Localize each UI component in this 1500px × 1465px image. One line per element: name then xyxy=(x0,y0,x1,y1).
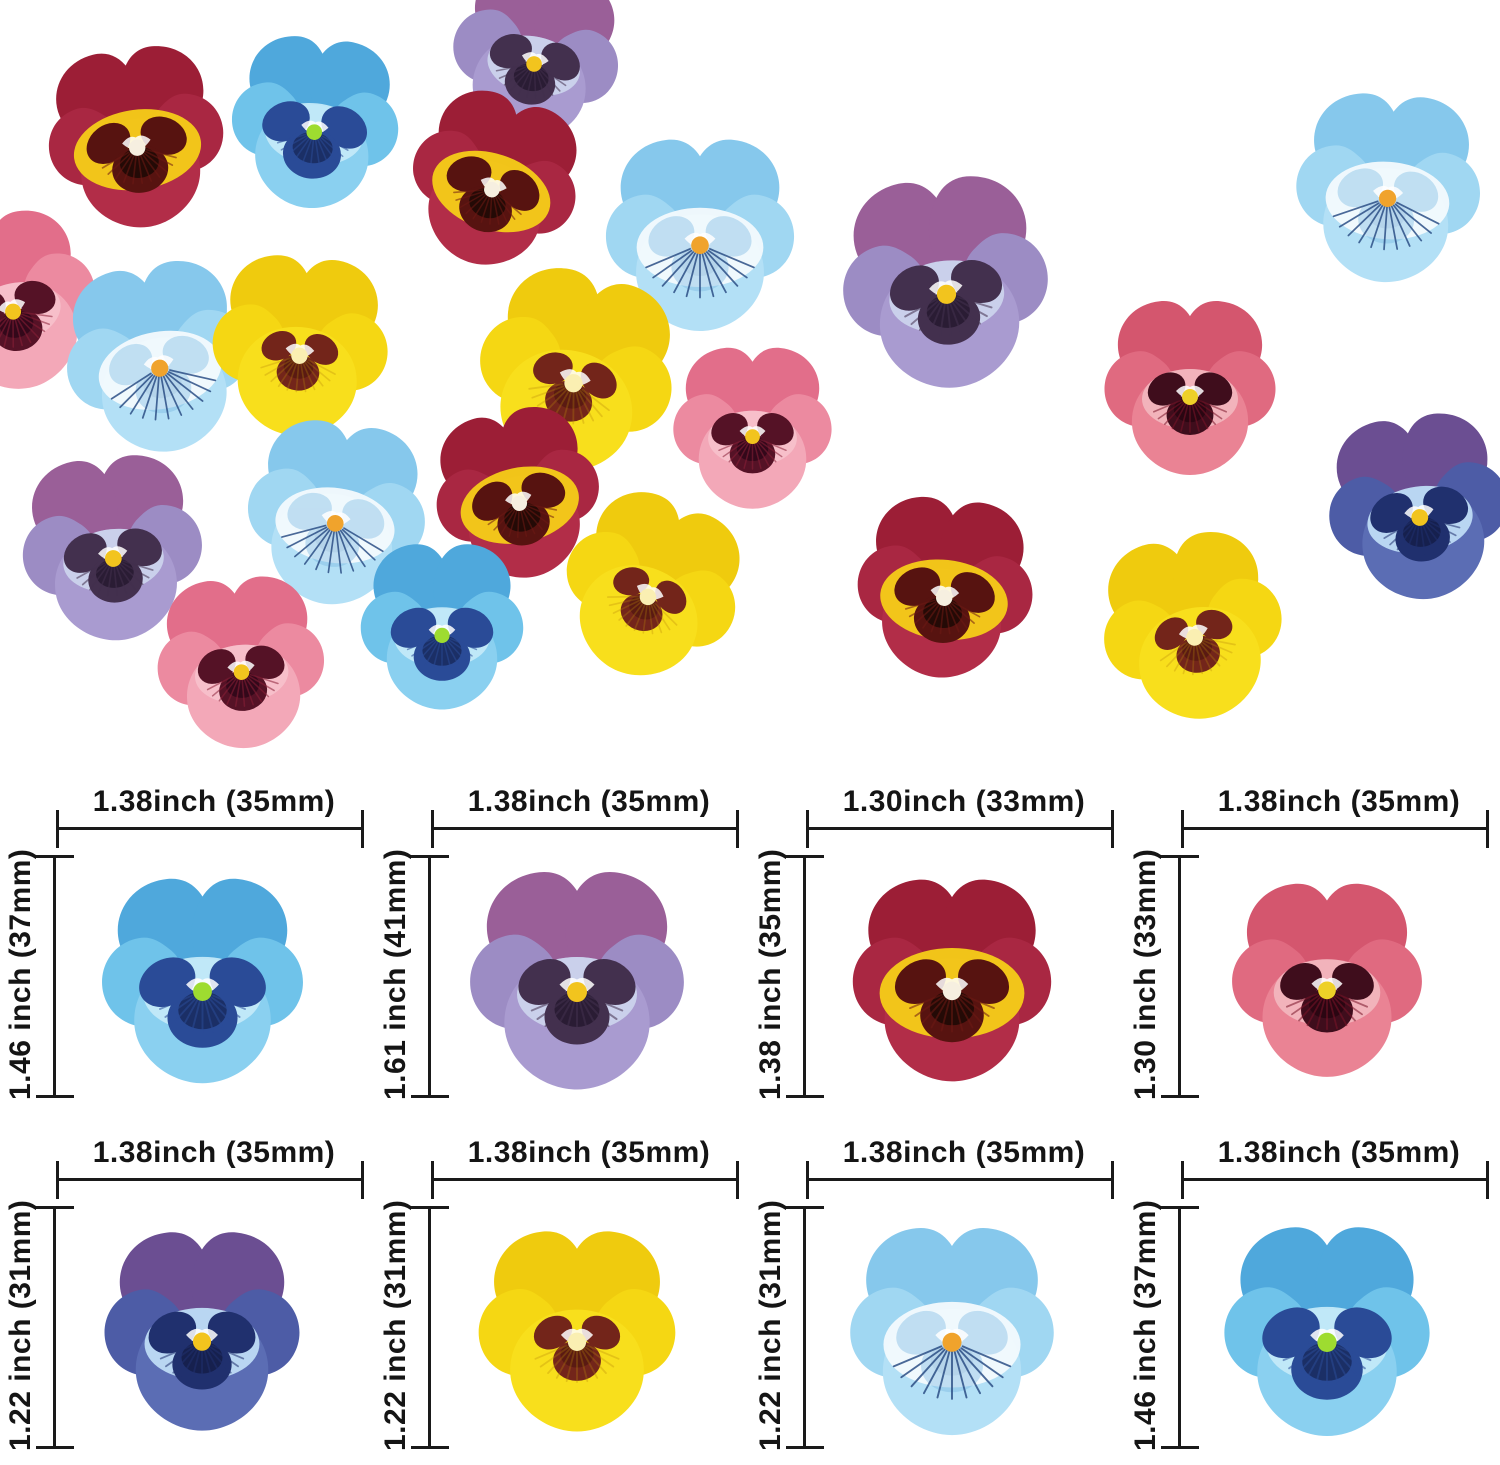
pansy-redyellow xyxy=(19,19,251,251)
pansy-blue xyxy=(208,13,422,227)
width-dimension-line xyxy=(806,1161,1114,1199)
pansy-redyellow xyxy=(836,861,1068,1093)
pansy-darkblue xyxy=(1299,386,1500,623)
size-diagrams: 1.38inch (35mm) 1.46 inch (37mm) 1.38inch … xyxy=(0,763,1500,1465)
pansy-rose xyxy=(1216,866,1438,1088)
size-diagram-row: 1.38inch (35mm) 1.46 inch (37mm) 1.38inch … xyxy=(0,763,1500,1114)
pansy-lightblue xyxy=(220,394,455,629)
pansy-purple xyxy=(0,431,227,662)
width-dimension-line xyxy=(56,810,364,848)
height-label: 1.46 inch (37mm) xyxy=(4,848,37,1100)
pansy-yellow xyxy=(519,452,786,719)
width-dimension-line xyxy=(806,810,1114,848)
width-label: 1.38inch (35mm) xyxy=(1217,785,1461,818)
width-label: 1.38inch (35mm) xyxy=(92,785,336,818)
pansy-lightblue xyxy=(590,122,810,342)
pansy-blue xyxy=(85,860,320,1095)
pansy-purple xyxy=(452,852,702,1102)
height-label: 1.22 inch (31mm) xyxy=(754,1199,787,1451)
pansy-redyellow xyxy=(372,55,618,301)
size-diagram-rose: 1.38inch (35mm) 1.30 inch (33mm) xyxy=(1125,763,1500,1114)
width-dimension-line xyxy=(431,810,739,848)
pansy-yellow xyxy=(437,230,716,509)
height-label: 1.38 inch (35mm) xyxy=(754,848,787,1100)
pansy-darkblue xyxy=(88,1214,316,1442)
pansy-purple xyxy=(813,148,1077,412)
width-label: 1.38inch (35mm) xyxy=(467,785,711,818)
height-label: 1.22 inch (31mm) xyxy=(4,1199,37,1451)
height-dimension-line xyxy=(1161,855,1199,1098)
size-diagram-yellow: 1.38inch (35mm) 1.22 inch (31mm) xyxy=(375,1114,750,1465)
pansy-pink xyxy=(660,333,845,518)
pansy-pink xyxy=(134,554,345,763)
size-diagram-darkblue: 1.38inch (35mm) 1.22 inch (31mm) xyxy=(0,1114,375,1465)
width-label: 1.38inch (35mm) xyxy=(1217,1136,1461,1169)
height-dimension-line xyxy=(36,855,74,1098)
pansy-purple xyxy=(420,0,651,168)
height-label: 1.46 inch (37mm) xyxy=(1129,1199,1162,1451)
height-dimension-line xyxy=(786,1206,824,1449)
height-dimension-line xyxy=(411,855,449,1098)
pansy-yellow xyxy=(1067,500,1316,749)
pansy-redyellow xyxy=(832,472,1057,697)
pansy-redyellow xyxy=(403,378,631,606)
pansy-blue xyxy=(1207,1208,1447,1448)
height-dimension-line xyxy=(1161,1206,1199,1449)
width-dimension-line xyxy=(1181,810,1489,848)
size-diagram-redyellow: 1.30inch (33mm) 1.38 inch (35mm) xyxy=(750,763,1125,1114)
pansy-lightblue xyxy=(1273,70,1500,299)
height-label: 1.22 inch (31mm) xyxy=(379,1199,412,1451)
height-dimension-line xyxy=(36,1206,74,1449)
width-dimension-line xyxy=(1181,1161,1489,1199)
flower-collage xyxy=(0,0,1500,763)
width-label: 1.38inch (35mm) xyxy=(92,1136,336,1169)
width-label: 1.38inch (35mm) xyxy=(842,1136,1086,1169)
width-dimension-line xyxy=(431,1161,739,1199)
size-diagram-lightblue: 1.38inch (35mm) 1.22 inch (31mm) xyxy=(750,1114,1125,1465)
height-dimension-line xyxy=(411,1206,449,1449)
pansy-lightblue xyxy=(833,1209,1071,1447)
pansy-blue xyxy=(347,529,537,719)
pansy-rose xyxy=(1090,285,1290,485)
size-diagram-purple: 1.38inch (35mm) 1.61 inch (41mm) xyxy=(375,763,750,1114)
pansy-yellow xyxy=(189,232,411,454)
pansy-yellow xyxy=(462,1213,692,1443)
width-label: 1.30inch (33mm) xyxy=(842,785,1086,818)
size-diagram-blue: 1.38inch (35mm) 1.46 inch (37mm) xyxy=(0,763,375,1114)
height-label: 1.30 inch (33mm) xyxy=(1129,848,1162,1100)
size-diagram-row: 1.38inch (35mm) 1.22 inch (31mm) 1.38inch … xyxy=(0,1114,1500,1465)
height-label: 1.61 inch (41mm) xyxy=(379,848,412,1100)
height-dimension-line xyxy=(786,855,824,1098)
pansy-lightblue xyxy=(32,230,281,479)
size-diagram-blue: 1.38inch (35mm) 1.46 inch (37mm) xyxy=(1125,1114,1500,1465)
pansy-pink xyxy=(0,178,132,423)
width-dimension-line xyxy=(56,1161,364,1199)
width-label: 1.38inch (35mm) xyxy=(467,1136,711,1169)
